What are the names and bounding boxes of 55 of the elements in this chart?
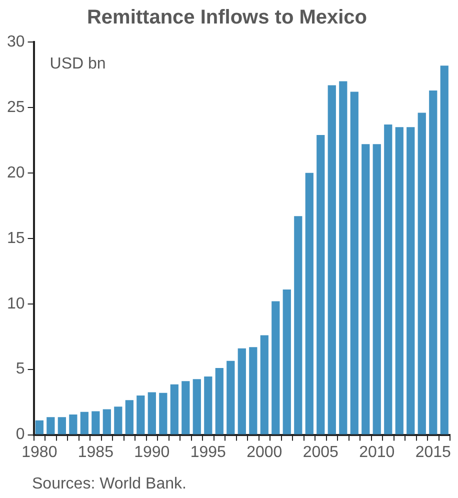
y-tick-label: 0 xyxy=(16,426,25,444)
y-tick-label: 20 xyxy=(7,164,25,182)
bar xyxy=(294,216,302,434)
x-tick-label: 2005 xyxy=(302,444,339,461)
bar xyxy=(260,335,268,434)
bar xyxy=(182,381,190,434)
bar xyxy=(148,392,156,434)
bar xyxy=(305,172,314,434)
bar xyxy=(159,392,168,434)
bar xyxy=(114,406,122,434)
bar xyxy=(69,414,78,434)
x-tick-label: 1995 xyxy=(190,444,226,461)
bar xyxy=(238,348,246,434)
bar xyxy=(316,134,325,434)
bar xyxy=(429,90,438,434)
bar xyxy=(384,124,392,434)
x-tick-label: 1990 xyxy=(134,444,170,461)
bar xyxy=(418,112,426,434)
bar xyxy=(395,127,404,434)
x-tick-label: 2000 xyxy=(246,444,282,461)
bar xyxy=(440,66,448,434)
bar xyxy=(58,417,66,434)
x-tick-label: 2015 xyxy=(415,444,452,461)
bar xyxy=(215,368,224,434)
bar xyxy=(80,412,88,434)
y-axis-title: USD bn xyxy=(50,55,106,72)
bar xyxy=(35,420,44,434)
bar xyxy=(226,360,235,434)
y-tick-label: 30 xyxy=(7,33,25,50)
bar xyxy=(204,376,212,434)
bar xyxy=(282,289,291,434)
bar xyxy=(92,411,100,434)
bar xyxy=(136,396,145,434)
bar xyxy=(362,144,370,434)
bar xyxy=(102,409,111,434)
bar xyxy=(170,384,178,434)
bar xyxy=(249,347,258,434)
bar xyxy=(192,379,201,434)
x-tick-label: 1985 xyxy=(78,444,114,461)
y-tick-label: 15 xyxy=(7,230,25,247)
source-note: Sources: World Bank. xyxy=(32,475,186,492)
bar xyxy=(406,127,415,434)
bar xyxy=(272,301,280,434)
bar xyxy=(125,400,134,434)
bar xyxy=(328,85,336,434)
bar xyxy=(372,144,381,434)
bar xyxy=(350,92,358,434)
x-tick-label: 2010 xyxy=(359,444,395,461)
bar xyxy=(46,417,55,434)
y-tick-label: 25 xyxy=(7,98,25,116)
chart-title: Remittance Inflows to Mexico xyxy=(86,6,368,29)
x-tick-label: 1980 xyxy=(22,444,58,461)
y-tick-label: 10 xyxy=(7,295,25,312)
y-tick-label: 5 xyxy=(16,360,25,378)
bar xyxy=(339,81,348,434)
